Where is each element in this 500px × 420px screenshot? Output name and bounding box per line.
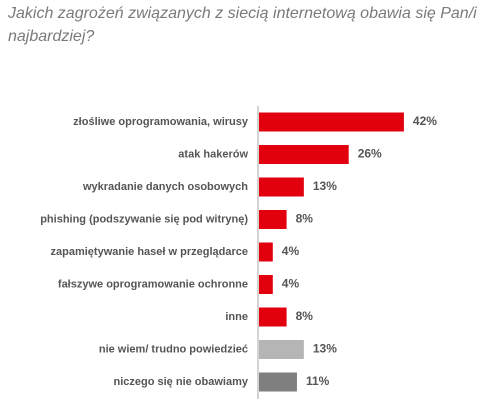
value-label: 11% xyxy=(306,374,330,388)
bar xyxy=(259,340,304,359)
category-label: wykradanie danych osobowych xyxy=(82,181,248,193)
category-label: nie wiem/ trudno powiedzieć xyxy=(99,343,248,355)
value-label: 13% xyxy=(313,342,337,356)
bar xyxy=(259,145,349,164)
bar xyxy=(259,210,287,229)
category-label: złośliwe oprogramowania, wirusy xyxy=(73,116,249,128)
value-label: 8% xyxy=(296,309,314,323)
bar xyxy=(259,307,287,327)
value-label: 8% xyxy=(296,212,314,226)
value-label: 26% xyxy=(358,147,382,161)
category-label: inne xyxy=(225,311,248,323)
bar xyxy=(259,275,273,294)
value-label: 4% xyxy=(282,277,300,291)
category-label: atak hakerów xyxy=(178,148,248,160)
value-label: 13% xyxy=(313,179,337,193)
bar xyxy=(259,112,404,132)
bar xyxy=(259,372,297,392)
category-label: niczego się nie obawiamy xyxy=(114,376,249,388)
chart-title: Jakich zagrożeń związanych z siecią inte… xyxy=(8,5,477,45)
bar xyxy=(259,177,304,197)
bar xyxy=(259,242,273,262)
category-label: zapamiętywanie haseł w przeglądarce xyxy=(51,246,248,258)
category-label: fałszywe oprogramowanie ochronne xyxy=(58,278,248,290)
category-label: phishing (podszywanie się pod witrynę) xyxy=(40,213,248,225)
value-label: 42% xyxy=(413,114,437,128)
value-label: 4% xyxy=(282,244,300,258)
